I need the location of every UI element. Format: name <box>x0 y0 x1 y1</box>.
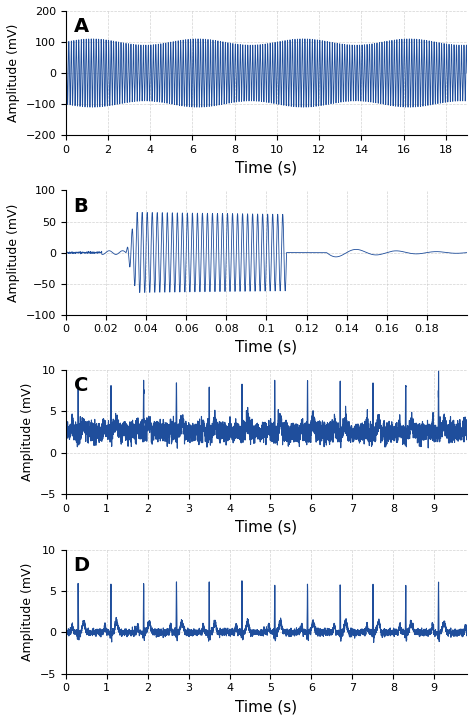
X-axis label: Time (s): Time (s) <box>235 520 298 534</box>
Y-axis label: Amplitude (mV): Amplitude (mV) <box>7 24 20 123</box>
Y-axis label: Amplitude (mV): Amplitude (mV) <box>7 203 20 302</box>
Text: B: B <box>74 197 89 216</box>
Text: D: D <box>74 556 90 575</box>
Y-axis label: Amplitude (mV): Amplitude (mV) <box>21 562 34 661</box>
X-axis label: Time (s): Time (s) <box>235 699 298 714</box>
X-axis label: Time (s): Time (s) <box>235 340 298 355</box>
Text: A: A <box>74 17 89 36</box>
Y-axis label: Amplitude (mV): Amplitude (mV) <box>21 383 34 482</box>
X-axis label: Time (s): Time (s) <box>235 160 298 175</box>
Text: C: C <box>74 376 88 395</box>
